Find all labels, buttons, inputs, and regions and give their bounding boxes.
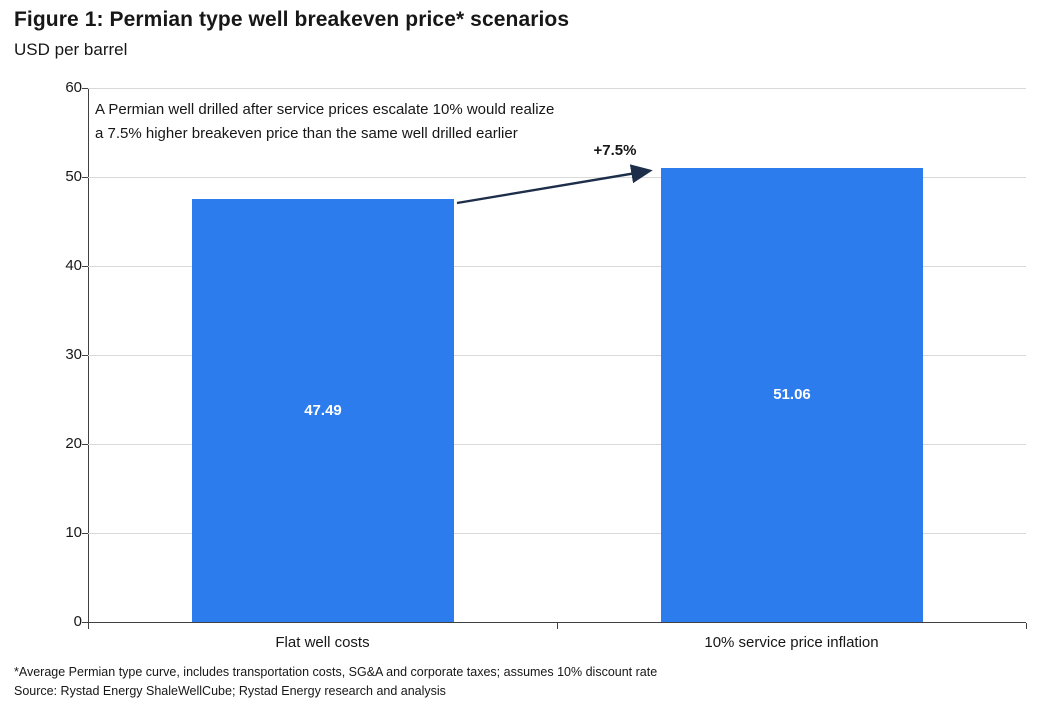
bar: 51.06 xyxy=(661,167,923,622)
plot-area: 0 10 20 30 40 50 60 47.49 Flat well costs 51.06 10… xyxy=(65,79,1027,651)
increase-arrow xyxy=(456,164,653,205)
gridline xyxy=(88,266,1026,267)
y-tick-label: 10 xyxy=(65,524,82,541)
footnote-asterisk: *Average Permian type curve, includes tr… xyxy=(14,665,658,679)
x-tick-mark xyxy=(88,623,89,629)
y-tick-mark xyxy=(82,355,88,356)
y-tick-label: 60 xyxy=(65,79,82,96)
y-tick-mark xyxy=(82,88,88,89)
gridline xyxy=(88,177,1026,178)
annotation-line-2: a 7.5% higher breakeven price than the s… xyxy=(95,125,518,142)
category-label: 10% service price inflation xyxy=(704,634,879,651)
y-tick-mark xyxy=(82,266,88,267)
annotation-text: A Permian well drilled after service pri… xyxy=(95,98,554,146)
category-label: Flat well costs xyxy=(275,634,370,651)
gridline xyxy=(88,444,1026,445)
x-axis-line xyxy=(88,622,1026,623)
gridline xyxy=(88,533,1026,534)
annotation-line-1: A Permian well drilled after service pri… xyxy=(95,101,555,118)
y-tick-mark xyxy=(82,533,88,534)
bar-value-label: 47.49 xyxy=(304,401,342,419)
chart-subtitle: USD per barrel xyxy=(14,40,128,59)
footnote-source: Source: Rystad Energy ShaleWellCube; Rys… xyxy=(14,684,446,698)
gridline xyxy=(88,355,1026,356)
y-tick-label: 30 xyxy=(65,346,82,363)
y-tick-mark xyxy=(82,177,88,178)
y-tick-label: 40 xyxy=(65,257,82,274)
x-tick-mark xyxy=(557,623,558,629)
x-tick-mark xyxy=(1026,623,1027,629)
chart-title: Figure 1: Permian type well breakeven pr… xyxy=(14,8,570,31)
arrow-percent-label: +7.5% xyxy=(593,142,637,159)
bar-value-label: 51.06 xyxy=(773,385,811,403)
y-tick-label: 0 xyxy=(73,613,82,630)
gridline xyxy=(88,88,1026,89)
y-tick-mark xyxy=(82,622,88,623)
y-tick-label: 50 xyxy=(65,168,82,185)
y-tick-label: 20 xyxy=(65,435,82,452)
bar: 47.49 xyxy=(192,199,454,622)
y-tick-mark xyxy=(82,444,88,445)
